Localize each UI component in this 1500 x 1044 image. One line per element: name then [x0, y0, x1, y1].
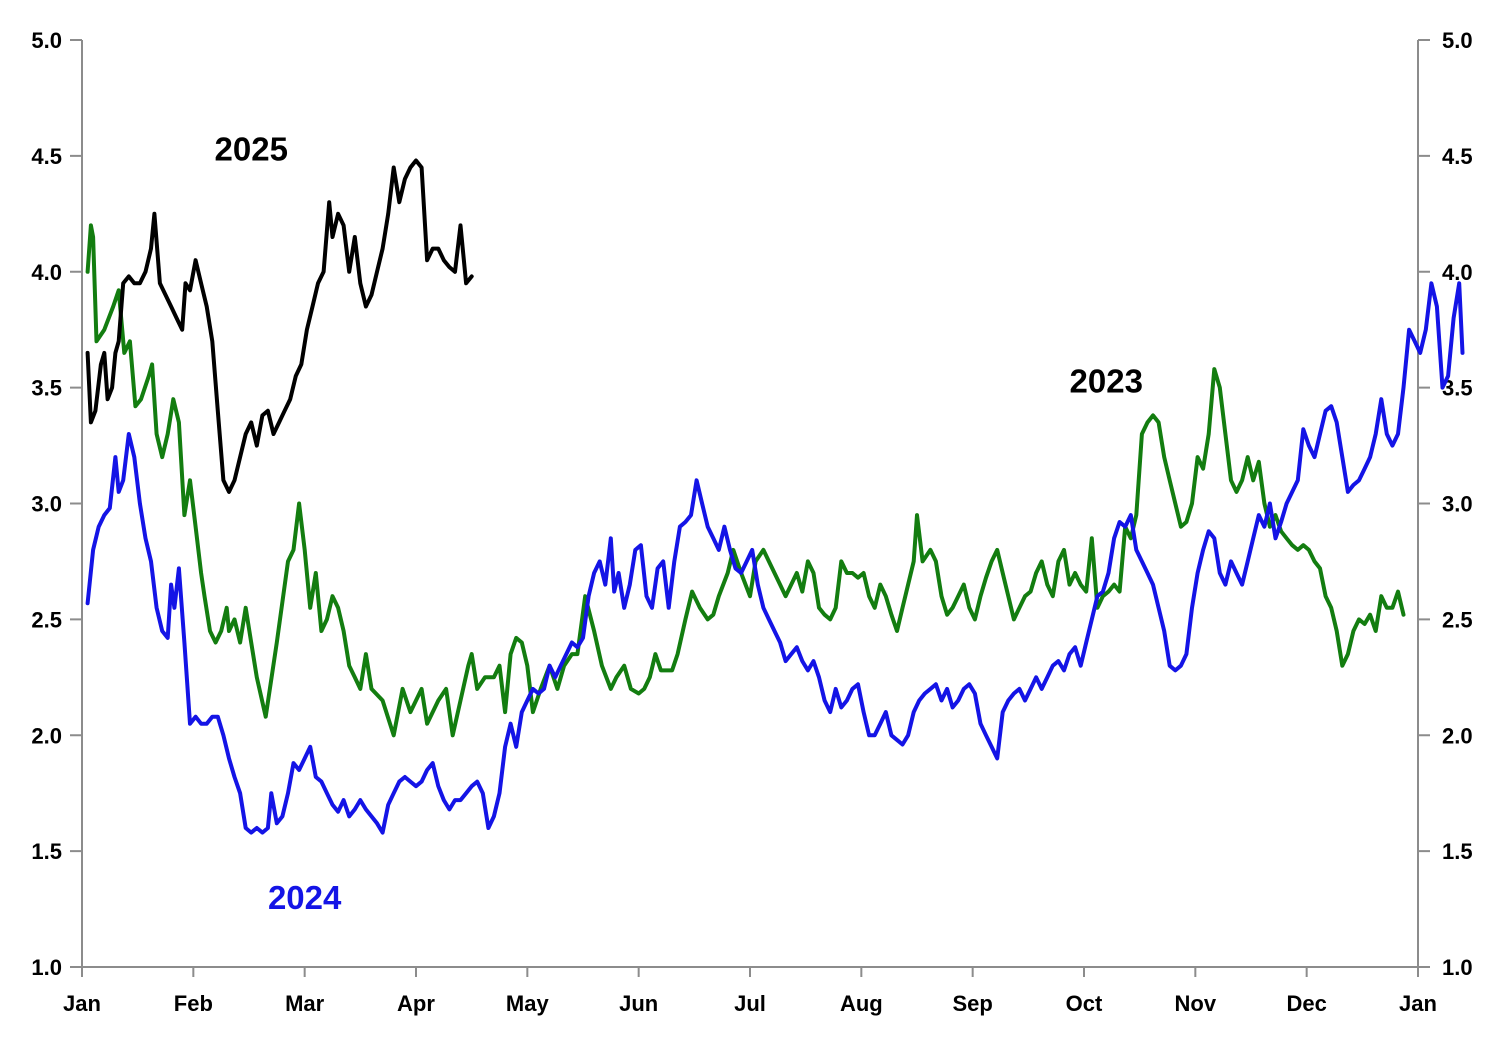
tick-labels: 1.0 1.01.5 1.52.0 2.02.5 2.53.0 3.03.5 3.54.0 4… [31, 28, 1472, 1016]
x-tick-label: Jan [63, 991, 101, 1016]
y-tick-label-right: 2.5 [1442, 607, 1473, 632]
x-tick-label: Jul [734, 991, 766, 1016]
y-tick-label-left: 4.5 [31, 144, 62, 169]
series-label-2025: 2025 [215, 131, 288, 168]
y-tick-label-right: 1.0 [1442, 955, 1473, 980]
y-tick-label-left: 1.5 [31, 839, 62, 864]
x-tick-label: Feb [174, 991, 213, 1016]
y-tick-label-left: 2.5 [31, 607, 62, 632]
y-tick-label-right: 5.0 [1442, 28, 1473, 53]
x-tick-label: Apr [397, 991, 435, 1016]
y-tick-label-right: 4.0 [1442, 260, 1473, 285]
series-line-2024 [85, 281, 1465, 835]
x-tick-label: Jan [1399, 991, 1437, 1016]
x-tick-label: Sep [952, 991, 992, 1016]
y-tick-label-left: 3.5 [31, 376, 62, 401]
series-label-2023: 2023 [1070, 362, 1143, 399]
y-tick-label-left: 3.0 [31, 492, 62, 517]
y-tick-label-right: 4.5 [1442, 144, 1473, 169]
series-line-2025 [85, 158, 474, 494]
series-annotations: 2025 2024 2023 [215, 131, 1143, 917]
x-tick-label: Jun [619, 991, 658, 1016]
y-tick-label-right: 2.0 [1442, 723, 1473, 748]
axes [70, 39, 1430, 977]
x-tick-label: Aug [840, 991, 883, 1016]
x-tick-label: Nov [1175, 991, 1217, 1016]
y-tick-label-right: 1.5 [1442, 839, 1473, 864]
x-tick-label: Mar [285, 991, 325, 1016]
y-tick-label-left: 5.0 [31, 28, 62, 53]
series-lines [85, 158, 1465, 835]
x-tick-label: Oct [1066, 991, 1103, 1016]
x-tick-label: May [506, 991, 550, 1016]
y-tick-label-left: 4.0 [31, 260, 62, 285]
series-line-2023 [85, 223, 1406, 738]
y-tick-label-right: 3.0 [1442, 492, 1473, 517]
x-tick-label: Dec [1286, 991, 1326, 1016]
y-tick-label-left: 2.0 [31, 723, 62, 748]
y-tick-label-left: 1.0 [31, 955, 62, 980]
series-label-2024: 2024 [268, 879, 342, 916]
